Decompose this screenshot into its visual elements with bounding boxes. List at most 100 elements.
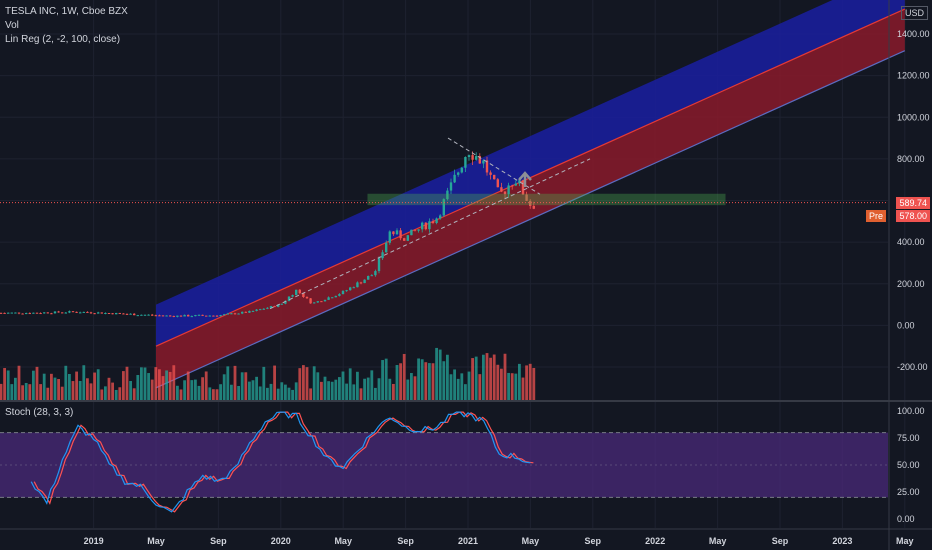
stoch-pane[interactable] — [0, 411, 888, 513]
x-tick-label: May — [147, 536, 165, 546]
candle-body — [57, 311, 60, 313]
volume-bar — [78, 381, 82, 400]
main-pane[interactable] — [0, 0, 906, 528]
candle-body — [25, 313, 28, 315]
candle-body — [388, 231, 391, 243]
y-tick-label: 400.00 — [897, 237, 925, 247]
candle-body — [482, 160, 485, 164]
volume-bar — [28, 384, 32, 400]
linreg-label[interactable]: Lin Reg (2, -2, 100, close) — [5, 34, 121, 45]
volume-bar — [298, 368, 302, 400]
pre-market-label: Pre — [865, 210, 886, 222]
volume-bar — [449, 374, 453, 400]
y-tick-label: 1200.00 — [897, 71, 930, 81]
candle-body — [89, 312, 93, 314]
symbol-title[interactable]: TESLA INC, 1W, Cboe BZX — [5, 6, 128, 17]
volume-bar — [532, 367, 536, 400]
candle-body — [179, 315, 183, 317]
x-tick-label: 2021 — [458, 536, 478, 546]
candle-body — [201, 314, 204, 316]
volume-bar — [82, 365, 86, 400]
candle-body — [93, 313, 96, 315]
volume-bar — [219, 384, 222, 400]
volume-bar — [255, 376, 258, 400]
volume-bar — [384, 358, 388, 400]
stoch-label[interactable]: Stoch (28, 3, 3) — [5, 407, 74, 418]
candle-body — [305, 297, 309, 299]
x-tick-label: 2023 — [832, 536, 852, 546]
candle-body — [262, 308, 265, 310]
volume-bar — [435, 347, 438, 400]
volume-bar — [316, 372, 320, 400]
volume-bar — [190, 380, 194, 400]
candle-body — [428, 221, 431, 230]
candle-body — [165, 315, 168, 317]
volume-bar — [165, 370, 168, 400]
x-tick-label: Sep — [397, 536, 414, 546]
candle-body — [14, 312, 17, 314]
volume-bar — [467, 371, 471, 400]
candle-body — [118, 312, 121, 314]
volume-bar — [125, 366, 129, 400]
candle-body — [147, 314, 150, 316]
candle-body — [529, 200, 532, 206]
candle-body — [143, 314, 147, 316]
arrow-up-icon — [518, 171, 532, 187]
currency-badge[interactable]: USD — [900, 6, 928, 20]
candle-body — [129, 313, 132, 315]
volume-label[interactable]: Vol — [5, 20, 19, 31]
candle-body — [43, 312, 46, 314]
candle-body — [417, 229, 420, 231]
volume-bar — [226, 366, 230, 400]
candle-body — [460, 167, 463, 173]
stoch-y-tick-label: 0.00 — [897, 514, 915, 524]
volume-bar — [320, 381, 323, 400]
candle-body — [75, 311, 78, 313]
candle-body — [64, 312, 67, 314]
candle-body — [442, 199, 445, 216]
candle-body — [377, 258, 381, 272]
volume-bar — [370, 370, 374, 400]
candle-body — [61, 312, 64, 314]
candle-body — [439, 215, 442, 219]
volume-bar — [17, 365, 21, 400]
candle-body — [421, 222, 424, 230]
volume-bar — [150, 379, 154, 400]
candle-body — [215, 315, 219, 317]
candle-body — [521, 180, 525, 195]
stoch-y-tick-label: 25.00 — [897, 487, 920, 497]
volume-bar — [428, 363, 431, 400]
candle-body — [385, 242, 388, 253]
x-tick-label: Sep — [772, 536, 789, 546]
x-tick-label: Sep — [585, 536, 602, 546]
candle-body — [154, 315, 157, 317]
candle-body — [115, 312, 118, 315]
volume-bar — [71, 381, 75, 400]
candle-body — [295, 289, 298, 296]
candle-body — [219, 315, 222, 317]
volume-bar — [503, 353, 507, 400]
candle-body — [291, 295, 294, 297]
volume-bar — [323, 376, 327, 400]
volume-bar — [158, 369, 161, 400]
volume-bar — [489, 357, 492, 400]
volume-bar — [68, 373, 71, 400]
volume-bar — [464, 384, 467, 400]
candle-body — [363, 279, 366, 284]
volume-bar — [168, 371, 172, 400]
candle-body — [266, 307, 269, 309]
candle-body — [399, 230, 402, 239]
volume-bar — [280, 382, 284, 400]
volume-bar — [312, 366, 316, 400]
candle-body — [161, 315, 165, 317]
candle-body — [28, 313, 31, 315]
candle-body — [111, 313, 114, 315]
volume-bar — [143, 367, 147, 400]
candle-body — [255, 309, 258, 311]
candle-body — [104, 312, 107, 314]
volume-bar — [510, 373, 514, 400]
volume-bar — [518, 363, 521, 400]
candle-body — [50, 313, 53, 315]
